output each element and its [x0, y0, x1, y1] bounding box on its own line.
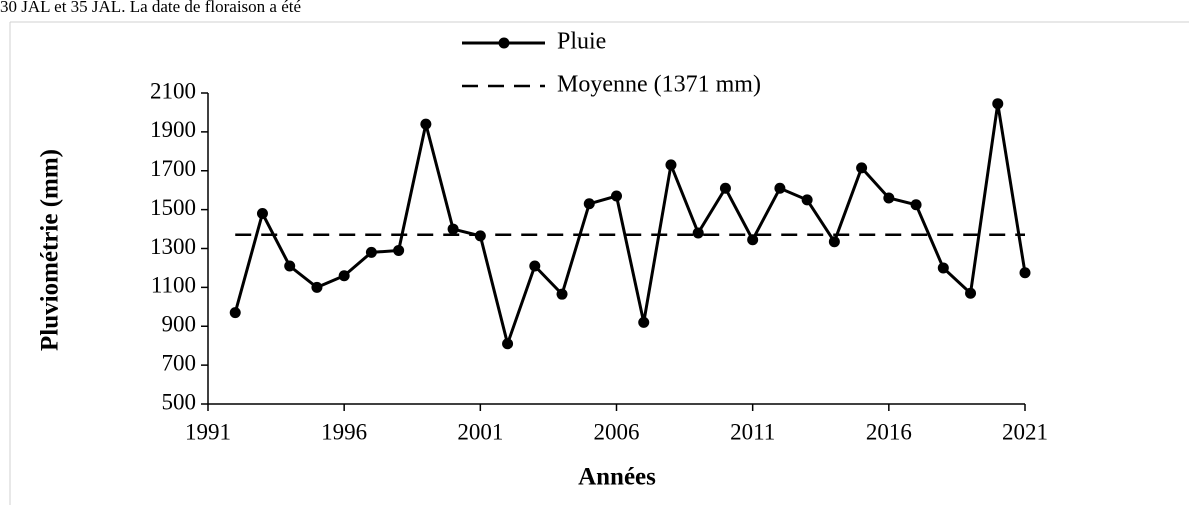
data-point: [611, 190, 622, 202]
x-tick-label: 2006: [594, 419, 640, 444]
data-point: [556, 288, 568, 300]
data-line: [233, 103, 1027, 349]
data-point: [774, 182, 786, 194]
data-point: [747, 234, 759, 246]
y-tick-label: 1700: [150, 156, 196, 181]
x-tick-label: 1991: [185, 419, 231, 444]
legend-label: Pluie: [557, 29, 606, 55]
data-point: [992, 98, 1004, 110]
data-point: [529, 260, 541, 272]
data-point: [856, 162, 868, 174]
y-tick-label: 1500: [150, 195, 196, 220]
data-point: [502, 338, 514, 350]
legend-label: Moyenne (1371 mm): [557, 72, 761, 98]
data-point: [692, 227, 704, 239]
data-point: [910, 199, 922, 211]
data-point: [665, 159, 677, 171]
data-point: [583, 198, 595, 210]
data-point: [284, 260, 296, 272]
x-axis-label: Années: [578, 464, 656, 491]
y-tick-label: 700: [162, 350, 197, 375]
x-tick-label: 1996: [321, 419, 367, 444]
x-tick-label: 2016: [866, 419, 912, 444]
data-point: [1019, 267, 1031, 279]
x-tick-label: 2011: [730, 419, 775, 444]
data-point: [420, 118, 432, 130]
y-tick-label: 500: [162, 389, 197, 414]
data-point: [937, 262, 949, 274]
data-point: [883, 192, 895, 204]
data-point: [311, 281, 323, 293]
y-tick-label: 1100: [151, 273, 196, 298]
y-tick-label: 900: [162, 312, 197, 337]
data-point: [365, 246, 377, 258]
y-tick-label: 1900: [150, 117, 196, 142]
legend-marker: [498, 37, 510, 49]
data-point: [447, 223, 459, 235]
data-point: [338, 270, 350, 282]
data-point: [828, 236, 840, 248]
x-tick-label: 2001: [457, 419, 503, 444]
y-tick-label: 2100: [150, 78, 196, 103]
y-tick-label: 1300: [150, 234, 196, 259]
data-point: [229, 307, 241, 319]
data-point: [965, 287, 977, 299]
data-point: [719, 182, 731, 194]
data-point: [256, 208, 268, 220]
x-tick-label: 2021: [1002, 419, 1048, 444]
header-text: 30 JAL et 35 JAL. La date de floraison a…: [0, 0, 301, 16]
y-axis-label: Pluviométrie (mm): [37, 149, 64, 351]
data-point: [638, 316, 650, 328]
data-point: [801, 194, 813, 206]
data-point: [393, 244, 405, 256]
